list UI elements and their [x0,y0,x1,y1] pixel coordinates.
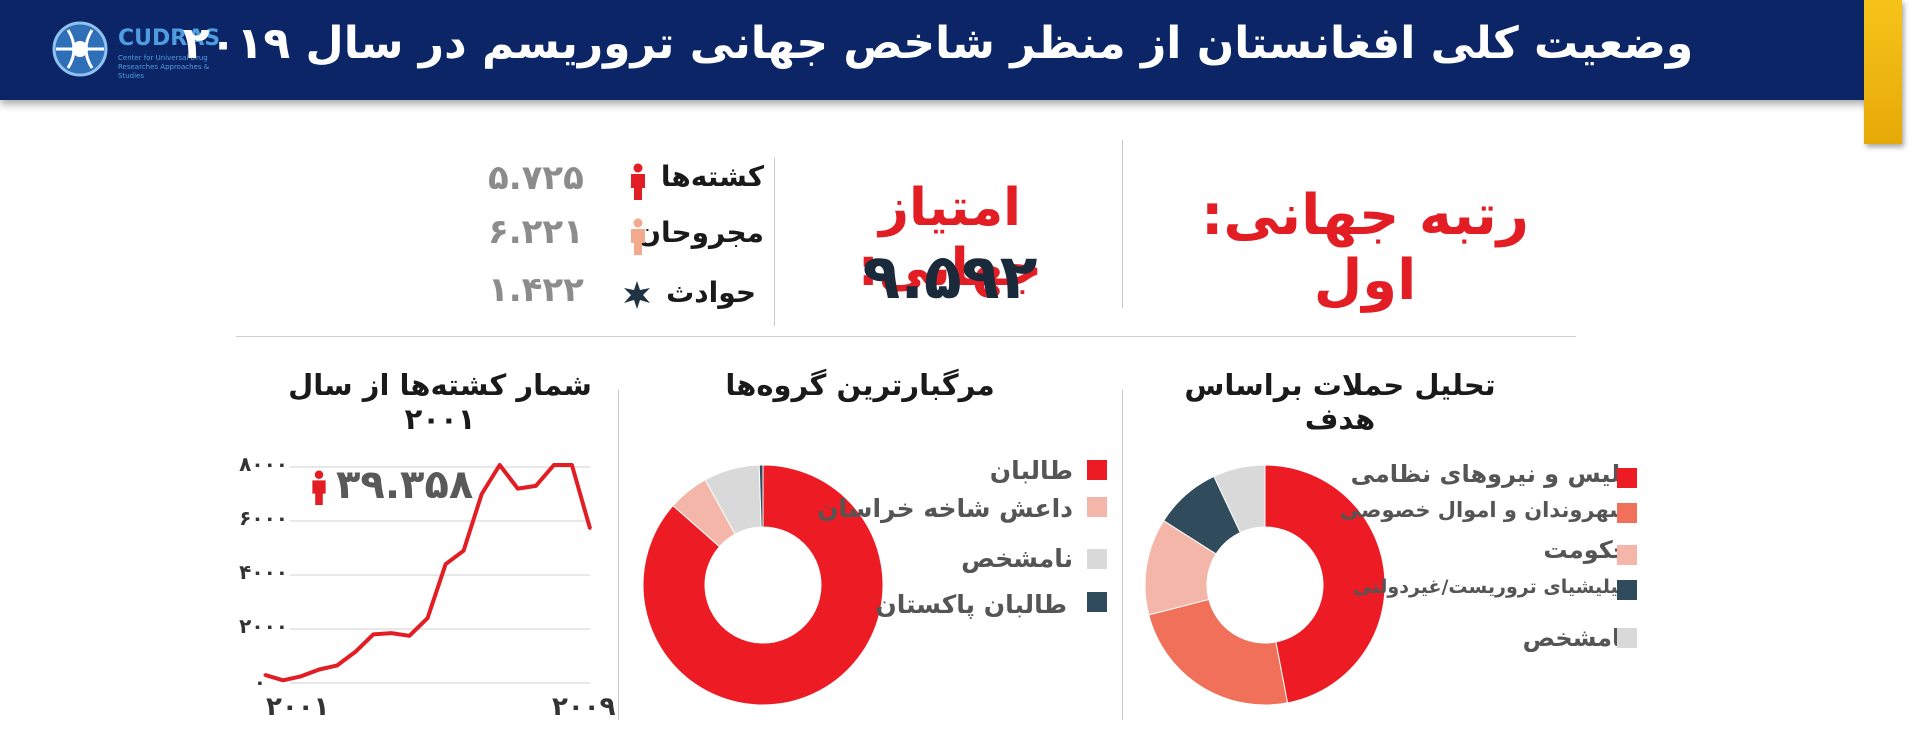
stat-value-incidents: ۱.۴۲۲ [488,270,584,310]
x-tick-label: ۲۰۰۱ [266,692,330,722]
divider [618,390,619,720]
data-point-2005 [335,663,339,667]
data-point-2014 [498,463,502,467]
person-icon [631,163,645,200]
data-point-2007 [371,632,375,636]
data-point-2017 [552,463,556,467]
y-tick-label: ۸۰۰۰ [239,452,288,476]
legend-label: طالبان [989,456,1073,485]
header-bar: CUDRAS Center for Universal Drug Researc… [0,0,1876,100]
legend-label: نامشخص [1522,624,1630,652]
divider [1122,390,1123,720]
legend-label: میلیشیای تروریست/غیردولتی [1353,576,1630,598]
data-point-2006 [353,650,357,654]
legend-swatch [1087,497,1107,517]
y-tick-label: ۶۰۰۰ [239,506,288,530]
chart-title-targets: تحلیل حملات براساس هدف [1184,368,1496,436]
donut-chart-targets [1144,464,1386,706]
accent-tab [1864,0,1902,144]
logo-subtitle: Center for Universal Drug Researches App… [118,54,210,80]
data-point-2013 [480,492,484,496]
stat-value-killed: ۵.۷۲۵ [488,158,584,198]
x-tick-label: ۲۰۰۹ [552,692,616,722]
data-point-2002 [281,678,285,682]
logo-text: CUDRAS [118,26,221,51]
legend-swatch [1087,460,1107,480]
data-point-2019 [588,526,592,530]
globe-icon [52,21,108,77]
person-icon [631,218,645,255]
data-point-2004 [317,668,321,671]
chart-title-deaths: شمار کشته‌ها از سال ۲۰۰۱ [288,368,592,436]
legend-label: شهروندان و اموال خصوصی [1339,498,1630,522]
groups-slice-3 [758,464,764,528]
score-value: ۹.۵۹۲ [862,240,1038,313]
stat-label-incidents: حوادث [666,276,756,309]
cudras-logo: CUDRAS Center for Universal Drug Researc… [48,16,228,86]
data-point-2011 [444,562,448,566]
data-point-2018 [570,463,574,467]
data-point-2008 [389,631,393,635]
divider [236,336,1576,337]
legend-swatch [1617,628,1637,648]
data-point-2010 [426,616,429,620]
score-label: امتیاز جهانی: [857,178,1043,298]
explosion-icon [624,281,650,309]
world-rank: رتبه جهانی: اول [1200,183,1529,313]
donut-chart-groups [642,464,884,706]
stat-value-injured: ۶.۲۲۱ [488,212,584,252]
divider [774,158,775,326]
legend-label: داعش شاخه خراسان [817,494,1073,523]
legend-swatch [1617,503,1637,523]
y-tick-label: ۲۰۰۰ [239,614,288,638]
data-point-2012 [462,549,466,553]
y-tick-label: ۴۰۰۰ [239,560,288,584]
legend-label: حکومت [1543,536,1630,564]
legend-swatch [1087,549,1107,569]
groups-slice-0 [642,464,884,706]
divider [1122,140,1123,308]
y-tick-label: ۰ [253,670,266,694]
legend-swatch [1617,468,1637,488]
legend-swatch [1617,580,1637,600]
legend-label: پلیس و نیروهای نظامی [1350,460,1630,488]
targets-slice-1 [1148,598,1289,706]
person-icon [312,470,326,506]
legend-label: نامشخص [961,544,1073,573]
legend-swatch [1087,592,1107,612]
targets-slice-4 [1213,464,1266,534]
stat-label-killed: کشته‌ها [660,160,764,193]
stat-label-injured: مجروحان [637,216,764,249]
legend-swatch [1617,545,1637,565]
targets-slice-0 [1264,464,1386,704]
chart-title-groups: مرگبارترین گروه‌ها [725,368,995,402]
total-deaths: ۳۹.۳۵۸ [336,462,474,508]
data-point-2001 [263,673,267,677]
page-title: وضعیت کلی افغانستان از منظر شاخص جهانی ت… [182,18,1694,69]
legend-label: طالبان پاکستان [875,590,1067,619]
data-point-2003 [299,674,303,678]
data-point-2015 [516,487,520,491]
data-point-2009 [407,634,411,638]
data-point-2016 [534,484,538,488]
line-chart-deaths [263,463,592,684]
